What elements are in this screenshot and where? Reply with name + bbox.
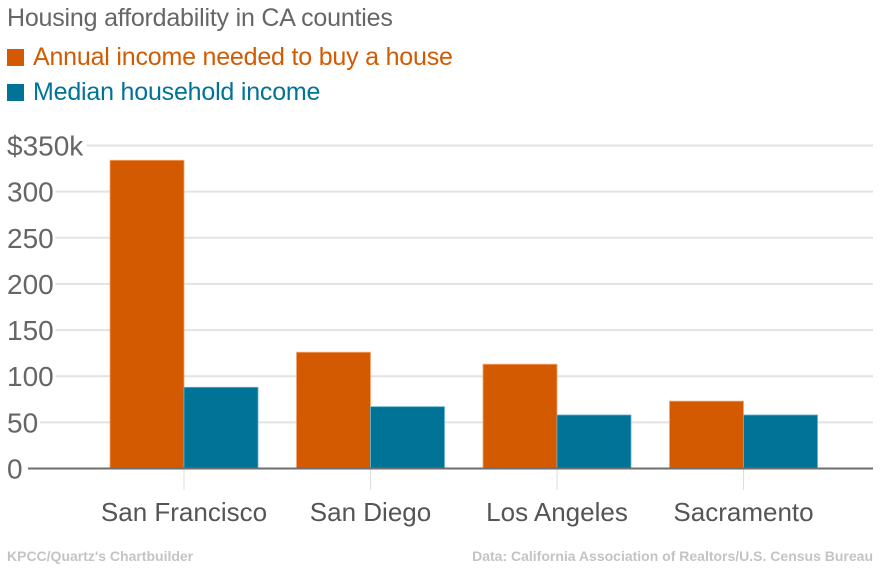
bar-median-income (183, 386, 259, 469)
y-tick-label: 0 (7, 454, 23, 485)
legend-label: Median household income (33, 78, 321, 106)
bar-income-needed (482, 363, 558, 469)
x-tick-label: San Francisco (101, 497, 267, 527)
y-tick-label: 100 (7, 361, 54, 392)
y-tick-label: 300 (7, 177, 54, 208)
y-tick-label: $350k (7, 131, 84, 162)
bar-income-needed (296, 351, 371, 469)
legend-item-income-needed: Annual income needed to buy a house (7, 43, 453, 72)
legend-item-median-income: Median household income (7, 78, 320, 107)
x-tick-label: San Diego (310, 497, 431, 527)
chart-title: Housing affordability in CA counties (7, 4, 393, 32)
x-tick-label: Los Angeles (486, 497, 628, 527)
legend-swatch-teal (7, 84, 24, 101)
legend-swatch-orange (7, 49, 24, 66)
y-tick-label: 250 (7, 223, 54, 254)
bar-median-income (370, 406, 445, 469)
bar-income-needed (109, 159, 185, 469)
y-tick-label: 50 (7, 407, 38, 438)
credit-text: KPCC/Quartz's Chartbuilder (7, 548, 194, 564)
bar-income-needed (669, 400, 744, 469)
y-tick-label: 150 (7, 315, 54, 346)
bar-median-income (556, 414, 632, 469)
legend-label: Annual income needed to buy a house (33, 43, 453, 71)
x-tick-label: Sacramento (673, 497, 813, 527)
y-tick-label: 200 (7, 269, 54, 300)
source-text: Data: California Association of Realtors… (472, 548, 873, 564)
bar-median-income (743, 414, 818, 469)
